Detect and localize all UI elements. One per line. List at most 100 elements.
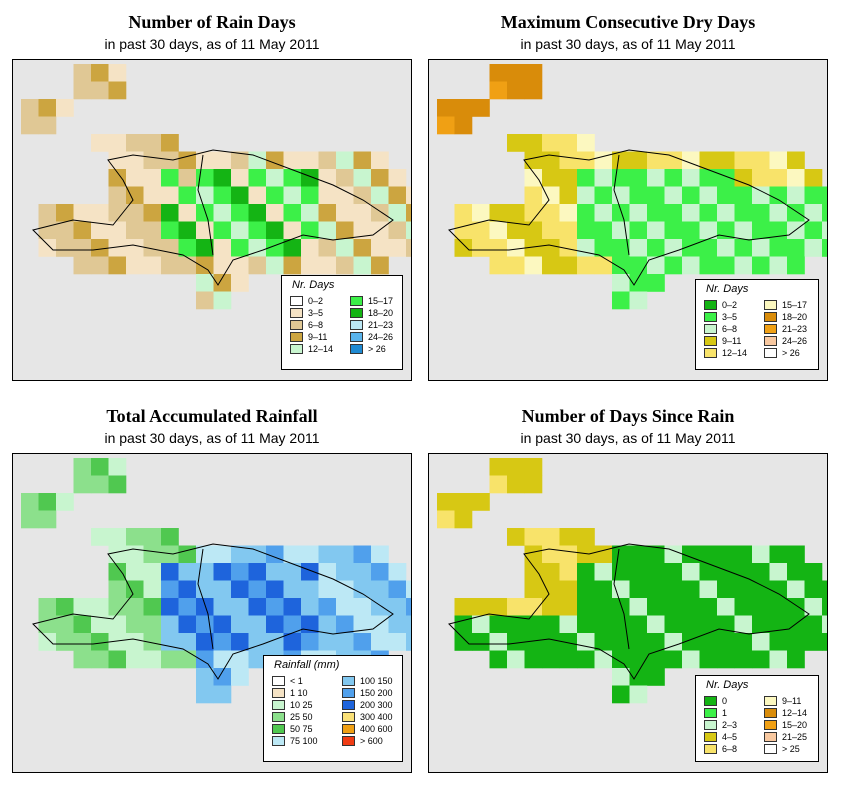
grid-cell — [231, 239, 249, 257]
grid-cell — [699, 239, 718, 257]
grid-cell — [248, 204, 267, 222]
legend-item: 4–5 — [704, 731, 737, 742]
legend-label: 0–2 — [308, 295, 324, 306]
grid-cell — [612, 274, 630, 292]
grid-cell — [143, 580, 162, 599]
map-rain-days[interactable]: Nr. Days 0–2 3–5 6–8 9–11 12–14 15–17 18–20 21–2… — [12, 59, 412, 381]
grid-cell — [787, 545, 805, 564]
grid-cell — [231, 668, 249, 686]
grid-cell — [283, 169, 302, 187]
grid-cell — [752, 545, 770, 564]
grid-cell — [108, 545, 127, 564]
legend-swatch — [342, 735, 355, 746]
grid-cell — [629, 221, 648, 240]
grid-cell — [559, 204, 578, 222]
grid-cell — [231, 169, 249, 187]
grid-cell — [472, 598, 490, 616]
grid-cell — [108, 256, 127, 275]
grid-cell — [353, 545, 372, 564]
grid-cell — [524, 169, 543, 187]
border-line — [197, 154, 214, 256]
grid-cell — [213, 598, 232, 616]
grid-cell — [143, 633, 162, 651]
grid-cell — [21, 510, 39, 529]
grid-cell — [629, 633, 648, 651]
grid-cell — [577, 204, 595, 222]
grid-cell — [38, 204, 57, 222]
coastline — [32, 149, 394, 286]
panel-subtitle: in past 30 days, as of 11 May 2011 — [104, 36, 320, 52]
grid-cell — [91, 598, 109, 616]
grid-cell — [612, 598, 630, 616]
grid-cell — [301, 221, 319, 240]
legend-label: 21–23 — [368, 319, 394, 330]
grid-cell — [822, 598, 827, 616]
grid-cell — [822, 204, 827, 222]
grid-cell — [612, 151, 630, 170]
grid-cell — [126, 169, 144, 187]
grid-cell — [629, 563, 648, 581]
grid-cell — [559, 580, 578, 599]
grid-cell — [126, 650, 144, 669]
grid-cell — [454, 99, 473, 117]
grid-cell — [699, 563, 718, 581]
grid-cell — [178, 563, 197, 581]
grid-cell — [804, 221, 823, 240]
map-since-rain[interactable]: Nr. Days 0 1 2–3 4–5 6–8 9–11 12–14 15–20 21–25 > … — [428, 453, 828, 773]
grid-cell — [769, 545, 788, 564]
grid-cell — [612, 256, 630, 275]
grid-cell — [108, 81, 127, 100]
legend-item: > 26 — [764, 347, 800, 358]
legend-label: 18–20 — [782, 311, 808, 322]
grid-cell — [699, 204, 718, 222]
grid-cell — [336, 169, 354, 187]
grid-cell — [437, 510, 455, 529]
legend-item: 6–8 — [704, 323, 737, 334]
grid-cell — [577, 256, 595, 275]
grid-cell — [56, 204, 74, 222]
legend-item: > 25 — [764, 743, 800, 754]
legend-item: 12–14 — [704, 347, 747, 358]
grid-cell — [629, 668, 648, 686]
grid-cell — [301, 633, 319, 651]
grid-cell — [231, 186, 249, 205]
grid-cell — [559, 221, 578, 240]
grid-cell — [143, 615, 162, 634]
grid-cell — [629, 291, 648, 310]
grid-cell — [804, 633, 823, 651]
grid-cell — [594, 151, 613, 170]
border-line — [613, 548, 630, 650]
grid-cell — [647, 650, 665, 669]
grid-cell — [196, 204, 214, 222]
grid-cell — [108, 64, 127, 82]
grid-cell — [647, 563, 665, 581]
grid-cell — [178, 633, 197, 651]
grid-cell — [266, 563, 284, 581]
grid-cell — [542, 151, 560, 170]
grid-cell — [231, 545, 249, 564]
legend-swatch — [764, 731, 777, 742]
grid-cell — [787, 239, 805, 257]
grid-cell — [406, 239, 411, 257]
grid-cell — [301, 615, 319, 634]
legend-swatch — [704, 695, 717, 706]
legend-label: 100 150 — [360, 675, 393, 686]
grid-cell — [682, 204, 700, 222]
map-dry-days[interactable]: Nr. Days 0–2 3–5 6–8 9–11 12–14 15–17 18–20 21–2… — [428, 59, 828, 381]
grid-cell — [647, 668, 665, 686]
grid-cell — [787, 650, 805, 669]
legend-since-rain: Nr. Days 0 1 2–3 4–5 6–8 9–11 12–14 15–20 21–25 > … — [695, 675, 819, 762]
grid-cell — [161, 633, 179, 651]
grid-cell — [647, 274, 665, 292]
grid-cell — [108, 633, 127, 651]
grid-cell — [336, 239, 354, 257]
grid-cell — [629, 151, 648, 170]
legend-swatch — [290, 295, 303, 306]
grid-cell — [699, 221, 718, 240]
grid-cell — [594, 598, 613, 616]
grid-cell — [769, 169, 788, 187]
grid-cell — [178, 580, 197, 599]
grid-cell — [91, 615, 109, 634]
grid-cell — [664, 221, 683, 240]
